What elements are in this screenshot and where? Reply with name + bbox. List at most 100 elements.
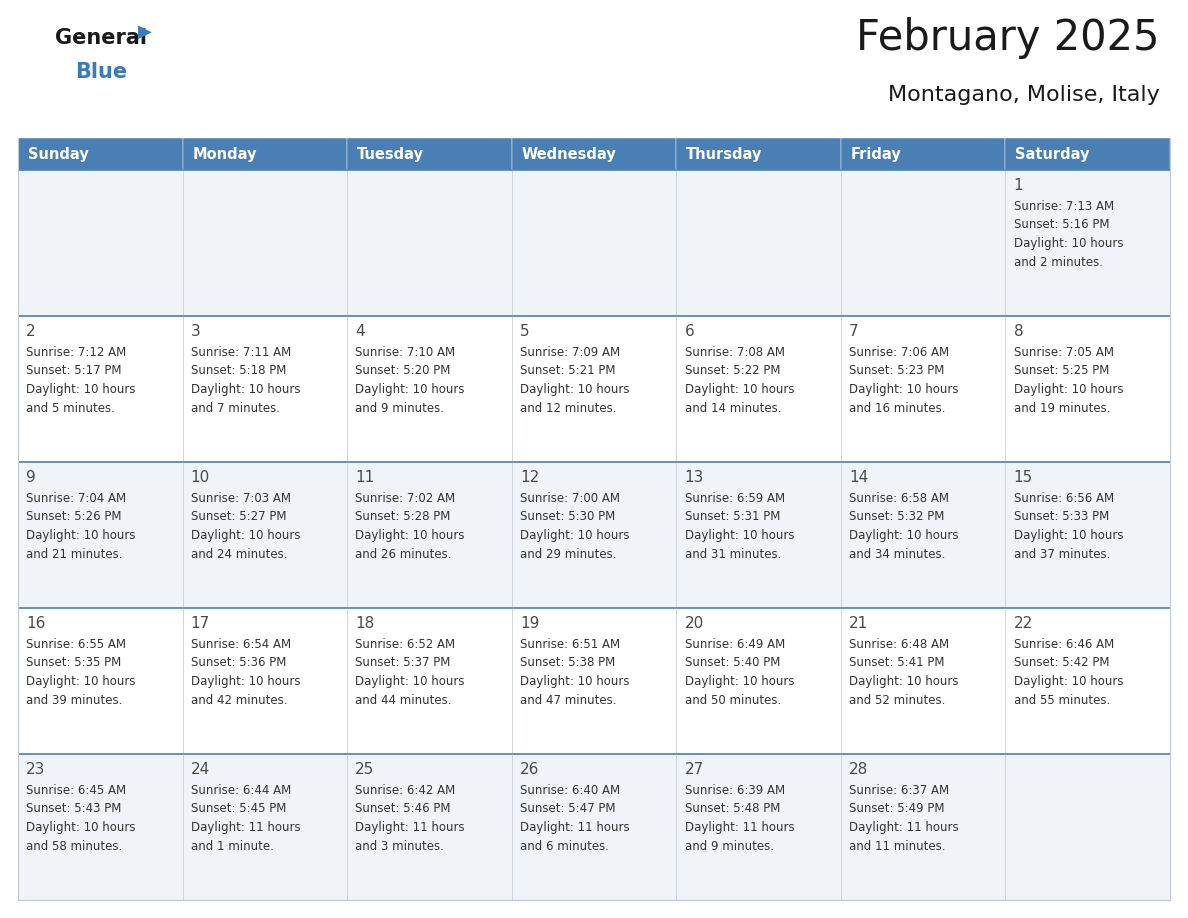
Bar [183, 462, 347, 608]
Bar [841, 170, 1005, 316]
Text: Sunrise: 6:52 AM
Sunset: 5:37 PM
Daylight: 10 hours
and 44 minutes.: Sunrise: 6:52 AM Sunset: 5:37 PM Dayligh… [355, 638, 465, 707]
Bar [183, 138, 347, 170]
Bar [512, 138, 676, 170]
Text: 13: 13 [684, 470, 703, 485]
Text: 23: 23 [26, 762, 45, 777]
Bar [1005, 608, 1170, 754]
Bar [183, 754, 347, 900]
Text: Sunrise: 7:10 AM
Sunset: 5:20 PM
Daylight: 10 hours
and 9 minutes.: Sunrise: 7:10 AM Sunset: 5:20 PM Dayligh… [355, 346, 465, 415]
Text: 16: 16 [26, 616, 45, 631]
Text: 18: 18 [355, 616, 374, 631]
Bar [512, 170, 676, 316]
Text: Thursday: Thursday [687, 147, 763, 162]
Text: 15: 15 [1013, 470, 1032, 485]
Text: Montagano, Molise, Italy: Montagano, Molise, Italy [889, 85, 1159, 105]
Text: Sunrise: 6:55 AM
Sunset: 5:35 PM
Daylight: 10 hours
and 39 minutes.: Sunrise: 6:55 AM Sunset: 5:35 PM Dayligh… [26, 638, 135, 707]
Bar [18, 462, 183, 608]
Bar [18, 316, 183, 462]
Text: 5: 5 [520, 324, 530, 339]
Text: 20: 20 [684, 616, 703, 631]
Bar [676, 170, 841, 316]
Bar [18, 608, 183, 754]
Text: 7: 7 [849, 324, 859, 339]
Text: Sunrise: 6:56 AM
Sunset: 5:33 PM
Daylight: 10 hours
and 37 minutes.: Sunrise: 6:56 AM Sunset: 5:33 PM Dayligh… [1013, 492, 1123, 561]
Text: 12: 12 [520, 470, 539, 485]
Bar [1005, 754, 1170, 900]
Bar [347, 316, 512, 462]
Text: 25: 25 [355, 762, 374, 777]
Bar [841, 608, 1005, 754]
Text: 10: 10 [191, 470, 210, 485]
Bar [676, 608, 841, 754]
Text: 28: 28 [849, 762, 868, 777]
Bar [1005, 316, 1170, 462]
Bar [183, 170, 347, 316]
Text: February 2025: February 2025 [857, 17, 1159, 59]
Bar [841, 462, 1005, 608]
Bar [347, 608, 512, 754]
Text: Wednesday: Wednesday [522, 147, 617, 162]
Bar [512, 608, 676, 754]
Text: 1: 1 [1013, 178, 1023, 193]
Text: Sunrise: 6:37 AM
Sunset: 5:49 PM
Daylight: 11 hours
and 11 minutes.: Sunrise: 6:37 AM Sunset: 5:49 PM Dayligh… [849, 784, 959, 853]
Bar [512, 316, 676, 462]
Bar [841, 138, 1005, 170]
Text: Tuesday: Tuesday [358, 147, 424, 162]
Text: Sunrise: 7:11 AM
Sunset: 5:18 PM
Daylight: 10 hours
and 7 minutes.: Sunrise: 7:11 AM Sunset: 5:18 PM Dayligh… [191, 346, 301, 415]
Text: Friday: Friday [851, 147, 902, 162]
Text: Saturday: Saturday [1016, 147, 1089, 162]
Text: 21: 21 [849, 616, 868, 631]
Bar [1005, 462, 1170, 608]
Bar [512, 462, 676, 608]
Text: Sunrise: 6:48 AM
Sunset: 5:41 PM
Daylight: 10 hours
and 52 minutes.: Sunrise: 6:48 AM Sunset: 5:41 PM Dayligh… [849, 638, 959, 707]
Text: Sunrise: 7:03 AM
Sunset: 5:27 PM
Daylight: 10 hours
and 24 minutes.: Sunrise: 7:03 AM Sunset: 5:27 PM Dayligh… [191, 492, 301, 561]
Text: 11: 11 [355, 470, 374, 485]
Bar [1005, 170, 1170, 316]
Bar [18, 138, 183, 170]
Text: Sunrise: 6:54 AM
Sunset: 5:36 PM
Daylight: 10 hours
and 42 minutes.: Sunrise: 6:54 AM Sunset: 5:36 PM Dayligh… [191, 638, 301, 707]
Text: Sunrise: 6:40 AM
Sunset: 5:47 PM
Daylight: 11 hours
and 6 minutes.: Sunrise: 6:40 AM Sunset: 5:47 PM Dayligh… [520, 784, 630, 853]
Bar [183, 316, 347, 462]
Bar [512, 754, 676, 900]
Text: Sunrise: 7:02 AM
Sunset: 5:28 PM
Daylight: 10 hours
and 26 minutes.: Sunrise: 7:02 AM Sunset: 5:28 PM Dayligh… [355, 492, 465, 561]
Text: Blue: Blue [75, 62, 127, 82]
Text: 9: 9 [26, 470, 36, 485]
Bar [347, 170, 512, 316]
Text: ▶: ▶ [138, 23, 152, 41]
Text: 27: 27 [684, 762, 703, 777]
Text: 6: 6 [684, 324, 694, 339]
Bar [841, 754, 1005, 900]
Text: Sunrise: 6:49 AM
Sunset: 5:40 PM
Daylight: 10 hours
and 50 minutes.: Sunrise: 6:49 AM Sunset: 5:40 PM Dayligh… [684, 638, 794, 707]
Text: Sunrise: 6:58 AM
Sunset: 5:32 PM
Daylight: 10 hours
and 34 minutes.: Sunrise: 6:58 AM Sunset: 5:32 PM Dayligh… [849, 492, 959, 561]
Text: Sunrise: 7:00 AM
Sunset: 5:30 PM
Daylight: 10 hours
and 29 minutes.: Sunrise: 7:00 AM Sunset: 5:30 PM Dayligh… [520, 492, 630, 561]
Text: Sunrise: 7:05 AM
Sunset: 5:25 PM
Daylight: 10 hours
and 19 minutes.: Sunrise: 7:05 AM Sunset: 5:25 PM Dayligh… [1013, 346, 1123, 415]
Text: 17: 17 [191, 616, 210, 631]
Bar [347, 754, 512, 900]
Text: 14: 14 [849, 470, 868, 485]
Text: Sunrise: 6:46 AM
Sunset: 5:42 PM
Daylight: 10 hours
and 55 minutes.: Sunrise: 6:46 AM Sunset: 5:42 PM Dayligh… [1013, 638, 1123, 707]
Bar [183, 608, 347, 754]
Bar [676, 462, 841, 608]
Text: Sunrise: 6:59 AM
Sunset: 5:31 PM
Daylight: 10 hours
and 31 minutes.: Sunrise: 6:59 AM Sunset: 5:31 PM Dayligh… [684, 492, 794, 561]
Text: Sunrise: 7:06 AM
Sunset: 5:23 PM
Daylight: 10 hours
and 16 minutes.: Sunrise: 7:06 AM Sunset: 5:23 PM Dayligh… [849, 346, 959, 415]
Text: Sunrise: 6:39 AM
Sunset: 5:48 PM
Daylight: 11 hours
and 9 minutes.: Sunrise: 6:39 AM Sunset: 5:48 PM Dayligh… [684, 784, 794, 853]
Text: Sunrise: 6:42 AM
Sunset: 5:46 PM
Daylight: 11 hours
and 3 minutes.: Sunrise: 6:42 AM Sunset: 5:46 PM Dayligh… [355, 784, 465, 853]
Bar [676, 138, 841, 170]
Text: 26: 26 [520, 762, 539, 777]
Text: Sunrise: 7:09 AM
Sunset: 5:21 PM
Daylight: 10 hours
and 12 minutes.: Sunrise: 7:09 AM Sunset: 5:21 PM Dayligh… [520, 346, 630, 415]
Text: 4: 4 [355, 324, 365, 339]
Text: 2: 2 [26, 324, 36, 339]
Text: Sunrise: 7:04 AM
Sunset: 5:26 PM
Daylight: 10 hours
and 21 minutes.: Sunrise: 7:04 AM Sunset: 5:26 PM Dayligh… [26, 492, 135, 561]
Text: 24: 24 [191, 762, 210, 777]
Text: General: General [55, 28, 147, 48]
Text: Sunrise: 6:45 AM
Sunset: 5:43 PM
Daylight: 10 hours
and 58 minutes.: Sunrise: 6:45 AM Sunset: 5:43 PM Dayligh… [26, 784, 135, 853]
Text: 22: 22 [1013, 616, 1032, 631]
Bar [347, 462, 512, 608]
Text: Sunrise: 6:51 AM
Sunset: 5:38 PM
Daylight: 10 hours
and 47 minutes.: Sunrise: 6:51 AM Sunset: 5:38 PM Dayligh… [520, 638, 630, 707]
Text: Sunrise: 7:13 AM
Sunset: 5:16 PM
Daylight: 10 hours
and 2 minutes.: Sunrise: 7:13 AM Sunset: 5:16 PM Dayligh… [1013, 200, 1123, 268]
Bar [347, 138, 512, 170]
Text: Sunrise: 7:08 AM
Sunset: 5:22 PM
Daylight: 10 hours
and 14 minutes.: Sunrise: 7:08 AM Sunset: 5:22 PM Dayligh… [684, 346, 794, 415]
Text: Sunrise: 6:44 AM
Sunset: 5:45 PM
Daylight: 11 hours
and 1 minute.: Sunrise: 6:44 AM Sunset: 5:45 PM Dayligh… [191, 784, 301, 853]
Text: 19: 19 [520, 616, 539, 631]
Text: Sunrise: 7:12 AM
Sunset: 5:17 PM
Daylight: 10 hours
and 5 minutes.: Sunrise: 7:12 AM Sunset: 5:17 PM Dayligh… [26, 346, 135, 415]
